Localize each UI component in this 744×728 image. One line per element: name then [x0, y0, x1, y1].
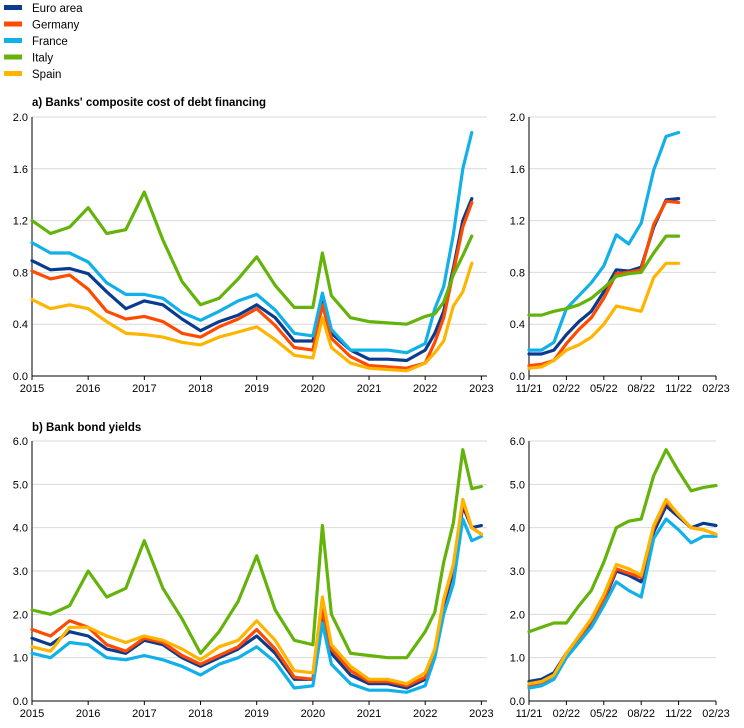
y-tick-label: 5.0 — [13, 479, 28, 491]
series-line-euro-area — [527, 504, 718, 684]
x-tick-label: 2022 — [413, 708, 437, 720]
x-tick-label: 2020 — [301, 383, 325, 395]
y-tick-label: 1.0 — [13, 653, 28, 665]
series-line-germany — [527, 199, 681, 368]
legend-swatch-euro-area — [4, 5, 22, 10]
y-tick-label: 1.2 — [13, 216, 28, 228]
x-tick-label: 08/22 — [627, 383, 655, 395]
y-tick-label: 1.6 — [13, 164, 28, 176]
legend-swatch-germany — [4, 21, 22, 27]
panel-b-title: b) Bank bond yields — [32, 422, 141, 434]
series-line-spain — [527, 497, 718, 686]
x-tick-label: 08/22 — [627, 708, 655, 720]
legend-label-spain: Spain — [32, 69, 61, 81]
y-tick-label: 6.0 — [13, 436, 28, 448]
y-tick-label: 0.0 — [13, 696, 28, 708]
x-tick-label: 11/22 — [665, 383, 692, 395]
series-line-italy — [527, 448, 718, 634]
legend: Euro area Germany France Italy Spain — [4, 3, 83, 81]
series-line-france — [527, 517, 718, 690]
y-tick-label: 4.0 — [510, 523, 525, 535]
x-tick-label: 2015 — [20, 708, 44, 720]
x-tick-label: 2016 — [76, 383, 100, 395]
x-tick-label: 2023 — [469, 708, 493, 720]
chart-a-long: 0.0 0.4 0.8 1.2 1.6 2.0 2015 2016 2017 2018 2019 20… — [13, 112, 494, 395]
x-tick-label: 2018 — [188, 383, 212, 395]
legend-swatch-spain — [4, 71, 22, 76]
x-tick-label: 2020 — [301, 708, 325, 720]
x-tick-label: 2022 — [413, 383, 437, 395]
y-tick-label: 2.0 — [510, 609, 525, 621]
y-tick-label: 1.2 — [510, 216, 525, 228]
y-tick-label: 0.4 — [510, 319, 525, 331]
x-tick-label: 02/22 — [553, 708, 581, 720]
x-tick-label: 02/22 — [553, 383, 581, 395]
series-line-france — [527, 130, 681, 352]
panel-a-title: a) Banks' composite cost of debt financi… — [32, 97, 266, 109]
series-line-spain — [527, 261, 681, 370]
series-line-italy — [527, 234, 681, 317]
y-tick-label: 0.0 — [510, 696, 525, 708]
chart-b-zoom: 0.0 1.0 2.0 3.0 4.0 5.0 6.0 11/21 02/22 05/22 08/2… — [510, 436, 730, 720]
series-line-france — [30, 517, 483, 694]
x-tick-label: 2021 — [357, 383, 381, 395]
y-tick-label: 0.8 — [510, 267, 525, 279]
x-tick-label: 2019 — [244, 708, 268, 720]
x-tick-label: 2015 — [20, 383, 44, 395]
x-tick-label: 05/22 — [590, 708, 618, 720]
y-tick-label: 0.0 — [13, 371, 28, 383]
x-tick-label: 02/23 — [702, 708, 730, 720]
x-tick-label: 2023 — [469, 383, 493, 395]
y-tick-label: 2.0 — [13, 112, 28, 124]
series-line-spain — [30, 497, 483, 686]
y-tick-label: 1.6 — [510, 164, 525, 176]
legend-label-france: France — [32, 36, 68, 48]
y-tick-label: 2.0 — [510, 112, 525, 124]
x-tick-label: 05/22 — [590, 383, 618, 395]
x-tick-label: 2017 — [132, 383, 156, 395]
legend-label-italy: Italy — [32, 53, 53, 65]
y-tick-label: 4.0 — [13, 523, 28, 535]
series-line-spain — [30, 261, 474, 373]
x-tick-label: 2021 — [357, 708, 381, 720]
x-tick-label: 2016 — [76, 708, 100, 720]
series-line-italy — [30, 448, 483, 660]
y-tick-label: 3.0 — [13, 566, 28, 578]
series-line-germany — [30, 500, 483, 688]
legend-swatch-italy — [4, 54, 22, 60]
x-tick-label: 02/23 — [702, 383, 730, 395]
series-line-italy — [30, 190, 474, 326]
series-line-germany — [527, 500, 718, 688]
y-tick-label: 6.0 — [510, 436, 525, 448]
chart-a-zoom: 0.0 0.4 0.8 1.2 1.6 2.0 11/21 02/22 05/22 08/22 11… — [510, 112, 730, 395]
series-line-france — [30, 130, 474, 355]
x-tick-label: 11/21 — [516, 708, 543, 720]
y-tick-label: 0.8 — [13, 267, 28, 279]
legend-label-euro-area: Euro area — [32, 3, 83, 15]
legend-swatch-france — [4, 38, 22, 43]
series-line-euro-area — [30, 504, 483, 690]
chart-b-long: 0.0 1.0 2.0 3.0 4.0 5.0 6.0 2015 2016 2017 2018 201… — [13, 436, 494, 720]
y-tick-label: 5.0 — [510, 479, 525, 491]
x-tick-label: 11/21 — [516, 383, 543, 395]
x-tick-label: 2018 — [188, 708, 212, 720]
x-tick-label: 11/22 — [665, 708, 692, 720]
series-line-euro-area — [30, 197, 474, 363]
y-tick-label: 1.0 — [510, 653, 525, 665]
y-tick-label: 0.4 — [13, 319, 28, 331]
y-tick-label: 2.0 — [13, 609, 28, 621]
x-tick-label: 2019 — [244, 383, 268, 395]
x-tick-label: 2017 — [132, 708, 156, 720]
y-tick-label: 0.0 — [510, 371, 525, 383]
series-line-germany — [30, 200, 474, 370]
legend-label-germany: Germany — [32, 20, 80, 32]
y-tick-label: 3.0 — [510, 566, 525, 578]
